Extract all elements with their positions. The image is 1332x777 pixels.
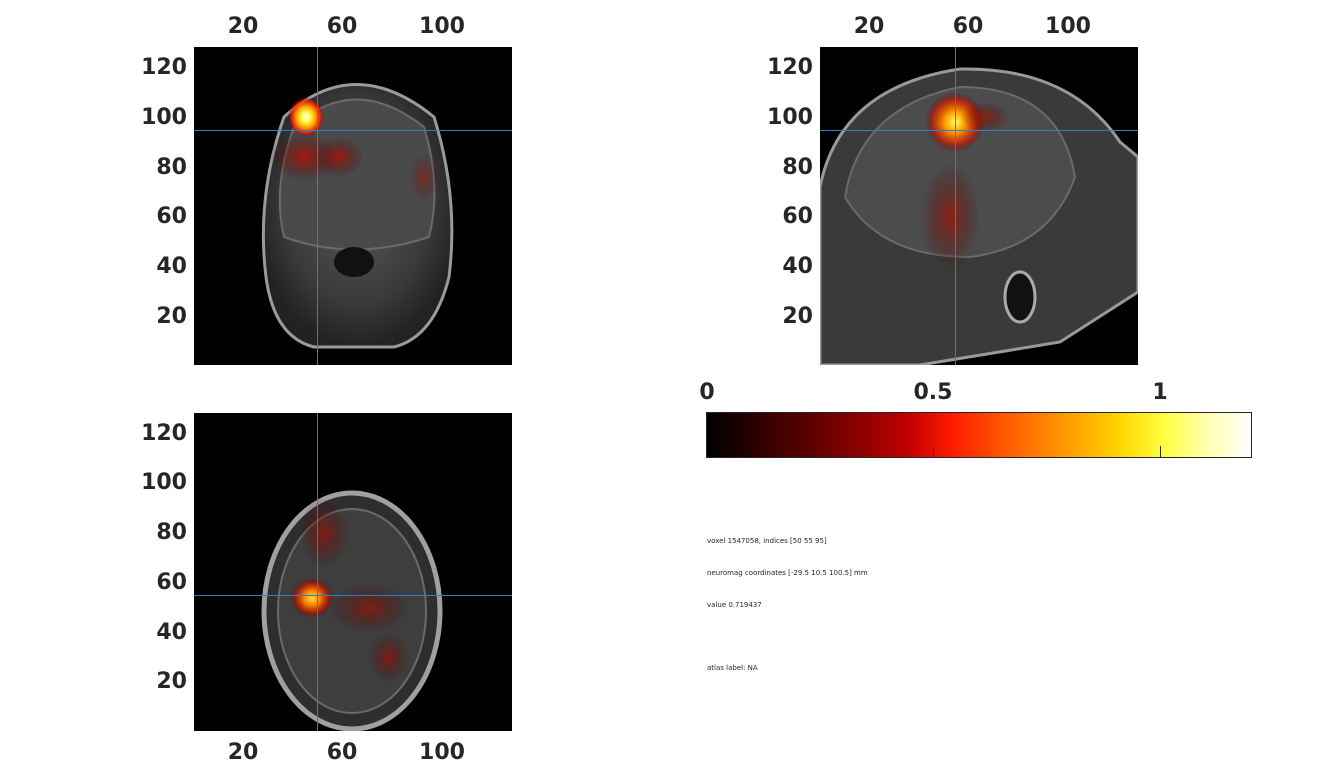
crosshair-vertical xyxy=(317,413,318,731)
sagittal-ytick-label: 40 xyxy=(782,254,813,279)
colorbar-tick-label: 0 xyxy=(699,380,715,405)
sagittal-ytick-label: 20 xyxy=(782,304,813,329)
colorbar xyxy=(706,412,1252,458)
sagittal-ytick-label: 80 xyxy=(782,155,813,180)
coronal-xtick-label: 20 xyxy=(227,14,259,39)
coronal-brain-image xyxy=(261,83,454,349)
axial-ytick-label: 20 xyxy=(156,669,187,694)
sagittal-ytick-label: 60 xyxy=(782,204,813,229)
axial-xtick-label: 60 xyxy=(326,740,358,765)
crosshair-horizontal xyxy=(820,130,1138,131)
voxel-info: voxel 1547058, indices [50 55 95] xyxy=(707,537,827,545)
axial-brain-image xyxy=(261,490,443,731)
colorbar-tick-label: 0.5 xyxy=(913,380,953,405)
coronal-xtick-label: 60 xyxy=(326,14,358,39)
coronal-ytick-label: 80 xyxy=(156,155,187,180)
sagittal-xtick-label: 20 xyxy=(853,14,885,39)
axial-view[interactable] xyxy=(194,413,512,731)
crosshair-horizontal xyxy=(194,130,512,131)
sagittal-xtick-label: 100 xyxy=(1045,14,1091,39)
atlas-label-info: atlas label: NA xyxy=(707,664,758,672)
sagittal-ytick-label: 100 xyxy=(767,105,813,130)
value-info: value 0.719437 xyxy=(707,601,762,609)
axial-xtick-label: 100 xyxy=(419,740,465,765)
sagittal-view[interactable] xyxy=(820,47,1138,365)
axial-ytick-label: 100 xyxy=(141,470,187,495)
coronal-ytick-label: 60 xyxy=(156,204,187,229)
colorbar-tick-label: 1 xyxy=(1152,380,1168,405)
coronal-ytick-label: 20 xyxy=(156,304,187,329)
axial-xtick-label: 20 xyxy=(227,740,259,765)
coronal-view[interactable] xyxy=(194,47,512,365)
crosshair-horizontal xyxy=(194,595,512,596)
sagittal-ytick-label: 120 xyxy=(767,55,813,80)
axial-ytick-label: 120 xyxy=(141,421,187,446)
crosshair-vertical xyxy=(317,47,318,365)
sagittal-brain-image xyxy=(820,67,1138,365)
coronal-ytick-label: 40 xyxy=(156,254,187,279)
axial-ytick-label: 40 xyxy=(156,620,187,645)
colorbar-tick-mark xyxy=(1160,446,1161,458)
axial-ytick-label: 80 xyxy=(156,520,187,545)
colorbar-tick-mark xyxy=(933,446,934,458)
sagittal-xtick-label: 60 xyxy=(952,14,984,39)
coronal-xtick-label: 100 xyxy=(419,14,465,39)
axial-ytick-label: 60 xyxy=(156,570,187,595)
coronal-ytick-label: 100 xyxy=(141,105,187,130)
coordinates-info: neuromag coordinates [-29.5 10.5 100.5] … xyxy=(707,569,868,577)
coronal-ytick-label: 120 xyxy=(141,55,187,80)
crosshair-vertical xyxy=(955,47,956,365)
